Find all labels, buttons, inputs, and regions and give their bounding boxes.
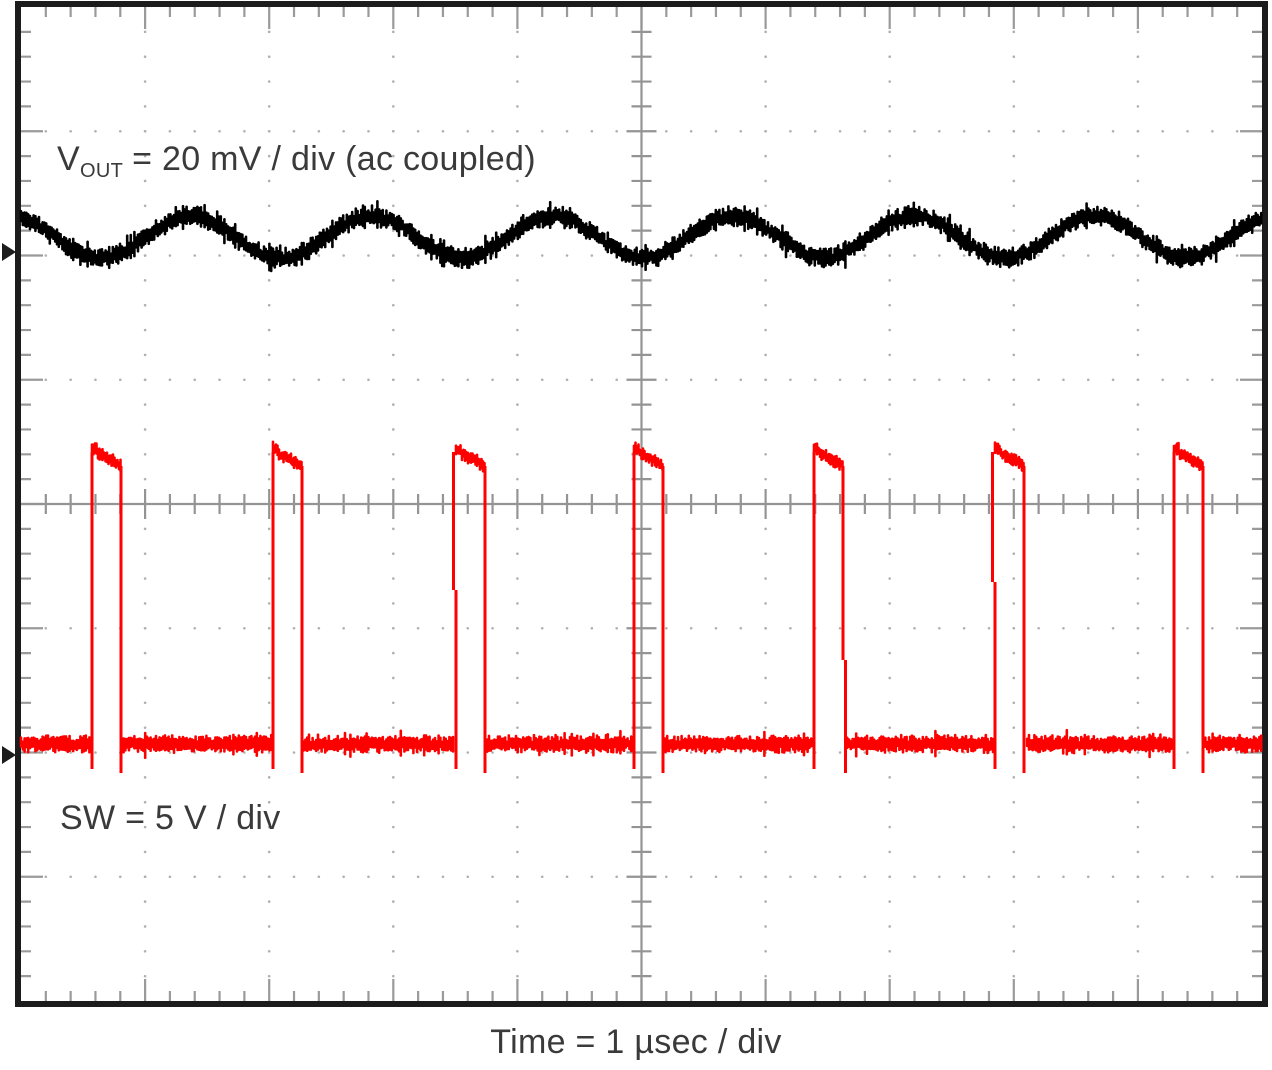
vout-subscript: OUT bbox=[79, 160, 124, 182]
graticule bbox=[21, 7, 1262, 1001]
vout-scale-text: = 20 mV / div (ac coupled) bbox=[132, 140, 536, 178]
vout-position-marker-icon bbox=[2, 243, 16, 261]
sw-trace-label: SW = 5 V / div bbox=[60, 799, 281, 837]
vout-trace bbox=[19, 200, 1263, 273]
plot-border bbox=[15, 1, 1268, 1007]
vout-symbol: V bbox=[57, 140, 80, 178]
sw-position-marker-icon bbox=[2, 746, 16, 764]
sw-trace bbox=[19, 440, 1263, 773]
vout-trace-label: VOUT = 20 mV / div (ac coupled) bbox=[57, 140, 536, 182]
time-axis-label: Time = 1 µsec / div bbox=[490, 1023, 782, 1061]
